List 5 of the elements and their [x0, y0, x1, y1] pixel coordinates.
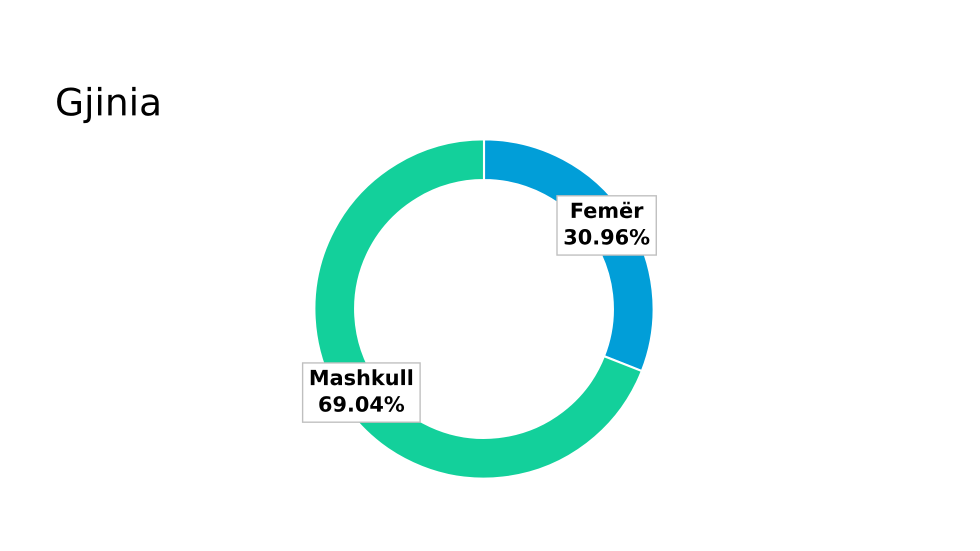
data-label: 69.04%	[319, 396, 404, 412]
slice-label: Femër	[572, 202, 644, 218]
slice-label: Mashkull	[310, 369, 412, 386]
data-label: 30.96%	[564, 228, 650, 245]
chart-title: Gjinia	[57, 86, 159, 124]
